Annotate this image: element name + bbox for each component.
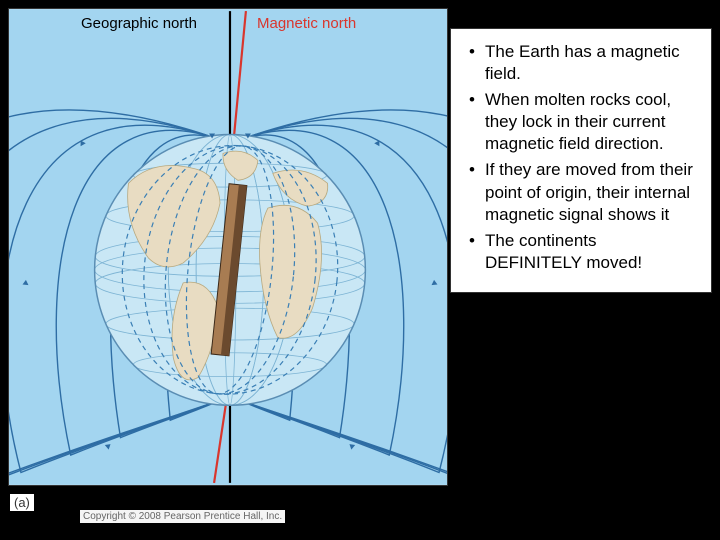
magnetic-field-diagram: Geographic north Magnetic north <box>8 8 448 486</box>
panel-label: (a) <box>10 494 34 511</box>
geographic-north-label: Geographic north <box>81 15 197 32</box>
bullet-item: The Earth has a magnetic field. <box>465 41 697 85</box>
explanation-text-box: The Earth has a magnetic field. When mol… <box>450 28 712 293</box>
diagram-svg <box>9 9 447 485</box>
magnetic-north-label: Magnetic north <box>257 15 356 32</box>
bullet-item: If they are moved from their point of or… <box>465 159 697 225</box>
bullet-item: When molten rocks cool, they lock in the… <box>465 89 697 155</box>
copyright-text: Copyright © 2008 Pearson Prentice Hall, … <box>80 510 285 523</box>
bullet-list: The Earth has a magnetic field. When mol… <box>465 41 697 274</box>
globe <box>95 135 366 406</box>
bullet-item: The continents DEFINITELY moved! <box>465 230 697 274</box>
